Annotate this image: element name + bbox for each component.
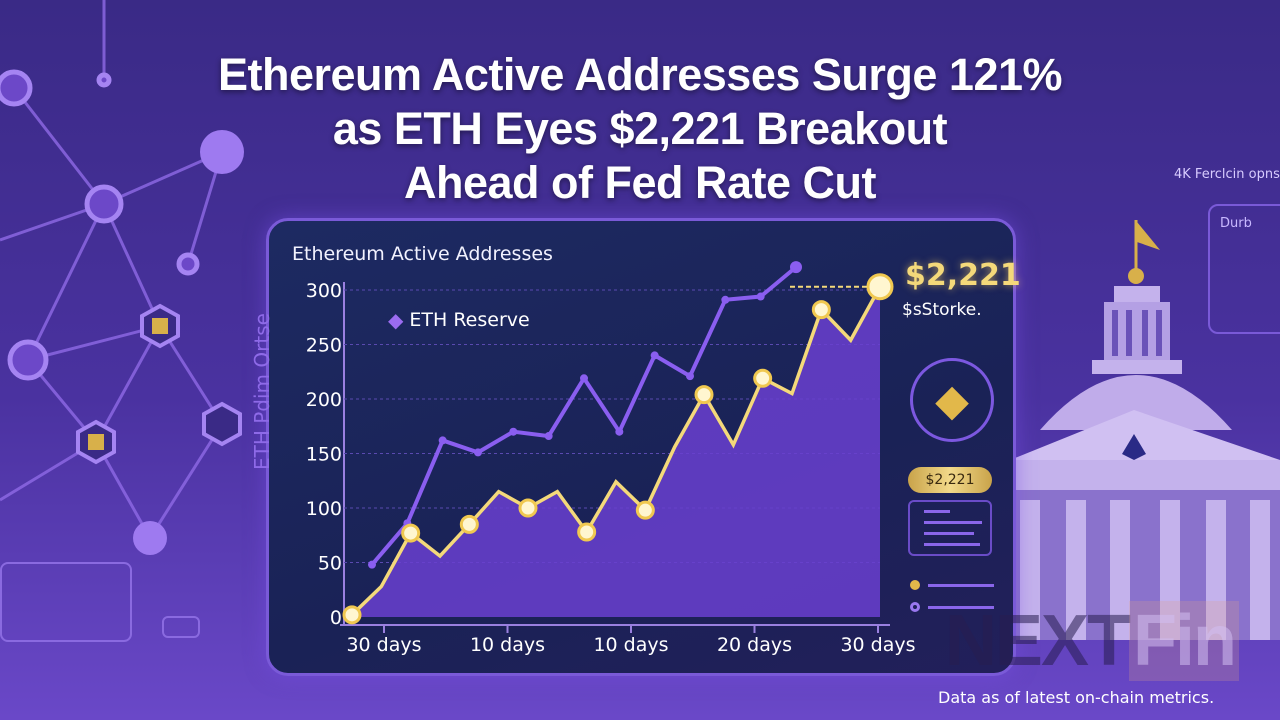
caption: Data as of latest on-chain metrics. bbox=[938, 688, 1215, 707]
legend-dot-purple bbox=[910, 600, 994, 614]
y-tick-label: 0 bbox=[330, 607, 342, 629]
x-tick-label: 30 days bbox=[840, 634, 915, 656]
data-point bbox=[401, 523, 421, 543]
ethereum-icon: ◆ bbox=[910, 358, 994, 442]
data-point bbox=[790, 261, 802, 274]
area-fill bbox=[352, 286, 880, 617]
legend-label: ETH Reserve bbox=[409, 309, 530, 331]
data-point bbox=[544, 432, 553, 441]
data-point bbox=[866, 273, 894, 301]
watermark-next: NEXT bbox=[945, 601, 1131, 681]
data-point bbox=[635, 500, 655, 520]
side-box-label: Durb bbox=[1220, 216, 1252, 231]
y-tick-label: 300 bbox=[306, 280, 342, 302]
data-point bbox=[615, 427, 624, 436]
data-point bbox=[650, 351, 659, 360]
decorative-pill bbox=[162, 616, 200, 638]
y-tick-label: 200 bbox=[306, 389, 342, 411]
data-point bbox=[509, 427, 518, 436]
network-nodes-illustration bbox=[0, 0, 244, 555]
x-tick-label: 30 days bbox=[346, 634, 421, 656]
data-point bbox=[474, 448, 482, 457]
headline-line-2: as ETH Eyes $2,221 Breakout bbox=[332, 103, 948, 154]
data-point bbox=[721, 295, 730, 304]
watermark-logo: NEXTFin bbox=[945, 601, 1239, 681]
data-point bbox=[459, 514, 479, 534]
legend-dot-gold bbox=[910, 578, 994, 592]
x-tick-label: 20 days bbox=[717, 634, 792, 656]
legend-diamond-icon: ◆ bbox=[388, 308, 404, 332]
data-point bbox=[438, 436, 447, 445]
y-tick-label: 50 bbox=[318, 553, 342, 575]
top-right-label: 4K Ferclcin opns bbox=[1174, 167, 1280, 182]
data-point bbox=[342, 605, 362, 625]
data-point bbox=[580, 374, 588, 383]
headline-line-3: Ahead of Fed Rate Cut bbox=[403, 157, 877, 208]
price-pill: $2,221 bbox=[908, 467, 992, 493]
side-info-box: Durb bbox=[1208, 204, 1280, 334]
y-tick-label: 100 bbox=[306, 498, 342, 520]
x-tick-label: 10 days bbox=[593, 634, 668, 656]
data-point bbox=[577, 522, 597, 542]
data-point bbox=[756, 292, 765, 301]
data-point bbox=[694, 385, 714, 405]
y-tick-label: 150 bbox=[306, 444, 342, 466]
data-point bbox=[368, 560, 376, 569]
data-point bbox=[753, 368, 773, 388]
chart-title: Ethereum Active Addresses bbox=[292, 243, 553, 265]
price-label: $2,221 bbox=[905, 258, 1021, 293]
capitol-building-icon bbox=[1010, 220, 1280, 640]
decorative-card bbox=[0, 562, 132, 642]
headline-line-1: Ethereum Active Addresses Surge 121% bbox=[217, 49, 1063, 100]
series-line bbox=[350, 285, 882, 617]
data-point bbox=[811, 300, 831, 320]
data-point bbox=[518, 498, 538, 518]
x-tick-label: 10 days bbox=[470, 634, 545, 656]
legend: ◆ ETH Reserve bbox=[388, 308, 530, 332]
watermark-fin: Fin bbox=[1129, 601, 1239, 681]
mini-list-card bbox=[908, 500, 992, 556]
y-axis-label: ETH Pdim Ortse bbox=[250, 313, 274, 470]
data-point bbox=[686, 372, 694, 381]
headline: Ethereum Active Addresses Surge 121% as … bbox=[0, 48, 1280, 210]
y-tick-label: 250 bbox=[306, 335, 342, 357]
price-sublabel: $sStorke. bbox=[902, 300, 982, 320]
